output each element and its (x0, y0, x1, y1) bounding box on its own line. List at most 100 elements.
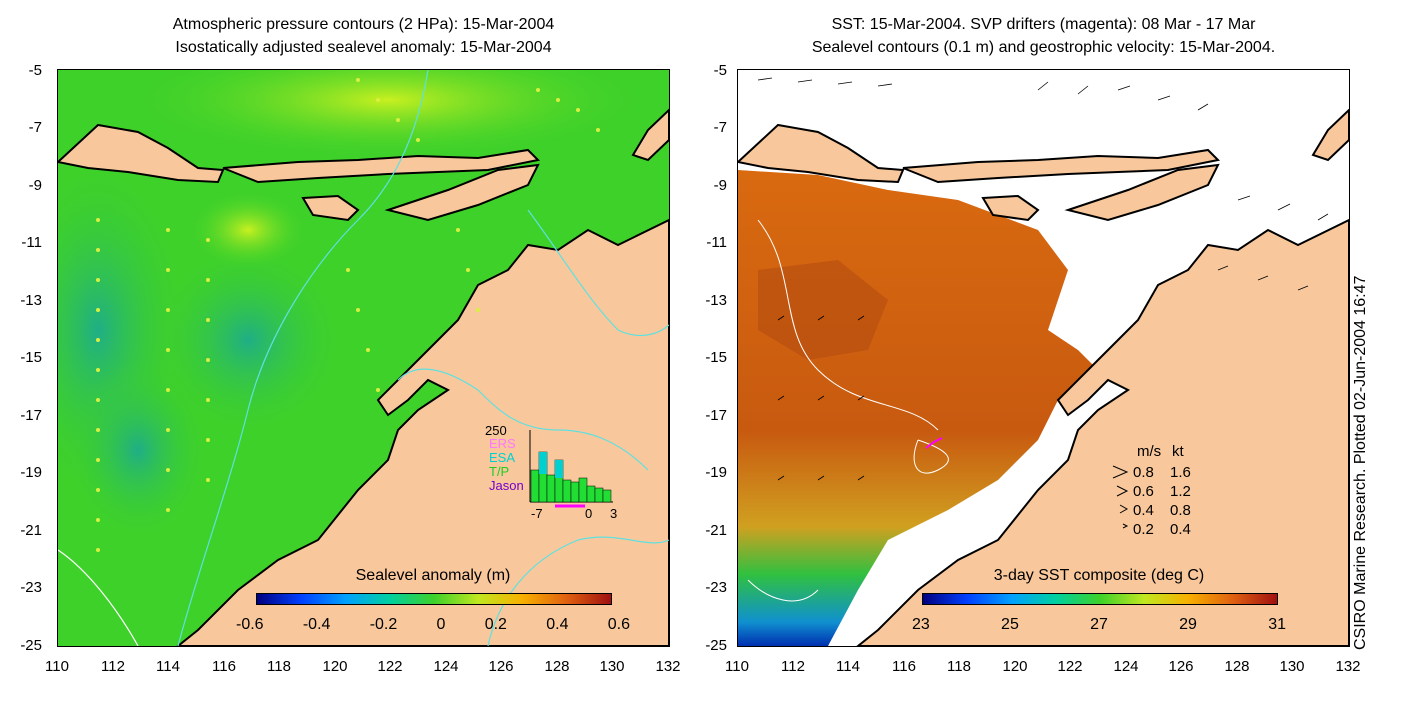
y-tick-label: -21 (20, 522, 42, 539)
x-tick-label: 118 (947, 658, 971, 675)
right-velocity-arrows (757, 77, 1329, 481)
right-title-line1: SST: 15-Mar-2004. SVP drifters (magenta)… (831, 16, 1256, 33)
inset-legend-esa: ESA (489, 450, 515, 465)
right-drifter-track (925, 437, 943, 449)
inset-xtick: -7 (531, 506, 543, 521)
velocity-key-kt: 1.6 (1170, 464, 1191, 481)
right-sealevel-contour (757, 219, 939, 431)
left-inset-histogram: 250 ERS ESA T/P Jason -7 0 3 (485, 423, 617, 521)
left-pressure-contour (527, 209, 669, 337)
x-tick-label: 122 (377, 658, 403, 675)
inset-legend-ers: ERS (489, 436, 516, 451)
right-colorbar (922, 593, 1278, 605)
x-tick-label: 124 (1113, 658, 1139, 675)
left-island-sumba (301, 194, 360, 222)
left-colorbar-ticks: -0.6 -0.4 -0.2 0 0.2 0.4 0.6 (236, 616, 630, 634)
left-map-frame (57, 69, 670, 647)
x-tick-label: 112 (781, 658, 805, 675)
velocity-key: m/s kt 0.8 1.6 0.6 1.2 0.4 0.8 0.2 0.4 (1112, 443, 1191, 537)
velocity-key-kt: 0.8 (1170, 502, 1191, 519)
inset-ymax-label: 250 (485, 423, 507, 438)
x-tick-label: 128 (1224, 658, 1250, 675)
left-altimeter-tracks (96, 78, 600, 552)
velocity-key-ms: 0.2 (1133, 521, 1154, 537)
inset-bars (530, 451, 612, 503)
x-tick-label: 126 (488, 658, 514, 675)
left-title-line2: Isostatically adjusted sealevel anomaly:… (175, 39, 552, 56)
x-tick-label: 132 (1335, 658, 1361, 675)
right-map-frame (737, 69, 1350, 647)
right-cbar-tick: 27 (1090, 616, 1108, 633)
left-map (58, 70, 669, 646)
velocity-key-ms: 0.4 (1133, 502, 1154, 519)
left-island-java (58, 123, 225, 184)
right-sealevel-contour (747, 579, 819, 602)
x-tick-label: 132 (655, 658, 681, 675)
y-tick-label: -13 (705, 292, 727, 309)
right-island-chain (902, 148, 1221, 184)
right-cbar-tick: 29 (1179, 616, 1197, 633)
left-cbar-tick: 0.2 (484, 616, 507, 633)
y-tick-label: -5 (28, 62, 42, 79)
left-cbar-tick: 0.4 (546, 616, 569, 633)
x-tick-label: 130 (599, 658, 625, 675)
x-tick-label: 110 (725, 658, 749, 675)
y-tick-label: -15 (705, 349, 727, 366)
y-tick-label: -9 (713, 177, 727, 194)
right-colorbar-ticks: 23 25 27 29 31 (912, 616, 1286, 634)
velocity-key-ms: 0.6 (1133, 483, 1154, 500)
inset-legend-tp: T/P (489, 464, 509, 479)
right-sealevel-contour (913, 439, 949, 474)
right-cbar-tick: 25 (1001, 616, 1019, 633)
y-tick-label: -9 (28, 177, 42, 194)
x-tick-label: 110 (45, 658, 69, 675)
left-cbar-tick: -0.4 (302, 616, 331, 633)
left-cbar-tick: -0.2 (369, 616, 398, 633)
right-landmass-australia (856, 218, 1349, 646)
x-tick-label: 120 (1002, 658, 1028, 675)
inset-legend-jason: Jason (489, 478, 524, 493)
right-island-new-guinea (1311, 108, 1349, 162)
right-cbar-tick: 31 (1268, 616, 1286, 633)
left-pressure-contour (58, 549, 139, 646)
x-tick-label: 114 (156, 658, 180, 675)
right-cbar-tick: 23 (912, 616, 930, 633)
y-tick-label: -11 (21, 234, 42, 251)
left-anomaly-high-north (128, 70, 648, 160)
inset-xtick: 0 (585, 506, 592, 521)
x-tick-label: 122 (1057, 658, 1083, 675)
y-tick-label: -5 (713, 62, 727, 79)
left-landmass-australia (176, 218, 669, 646)
x-tick-label: 112 (101, 658, 125, 675)
left-anomaly-low-center (153, 245, 343, 435)
x-tick-label: 128 (544, 658, 570, 675)
credit-label: CSIRO Marine Research. Plotted 02-Jun-20… (1352, 275, 1369, 650)
right-island-java (738, 123, 905, 184)
right-map (738, 70, 1349, 646)
x-tick-label: 116 (212, 658, 236, 675)
left-pressure-contour (177, 70, 429, 646)
right-island-timor (1064, 163, 1220, 222)
y-tick-label: -23 (20, 579, 42, 596)
left-island-timor (384, 163, 540, 222)
velocity-key-header-kt: kt (1172, 443, 1185, 460)
left-pressure-contour (487, 536, 669, 646)
y-tick-label: -19 (20, 464, 42, 481)
left-cbar-tick: 0.6 (607, 616, 630, 633)
velocity-key-header-ms: m/s (1137, 443, 1161, 460)
x-tick-label: 120 (322, 658, 348, 675)
y-tick-label: -25 (705, 637, 727, 654)
velocity-key-ms: 0.8 (1133, 464, 1154, 481)
left-colorbar (256, 593, 612, 605)
x-tick-label: 124 (433, 658, 459, 675)
inset-xtick: 3 (610, 506, 617, 521)
velocity-key-kt: 0.4 (1170, 521, 1191, 537)
left-anomaly-high-mid (188, 190, 308, 270)
y-tick-label: -17 (20, 407, 42, 424)
left-island-chain (222, 148, 541, 184)
x-tick-label: 126 (1168, 658, 1194, 675)
x-tick-label: 116 (892, 658, 916, 675)
y-tick-label: -23 (705, 579, 727, 596)
right-colorbar-label: 3-day SST composite (deg C) (993, 567, 1205, 584)
left-colorbar-label: Sealevel anomaly (m) (355, 567, 511, 584)
